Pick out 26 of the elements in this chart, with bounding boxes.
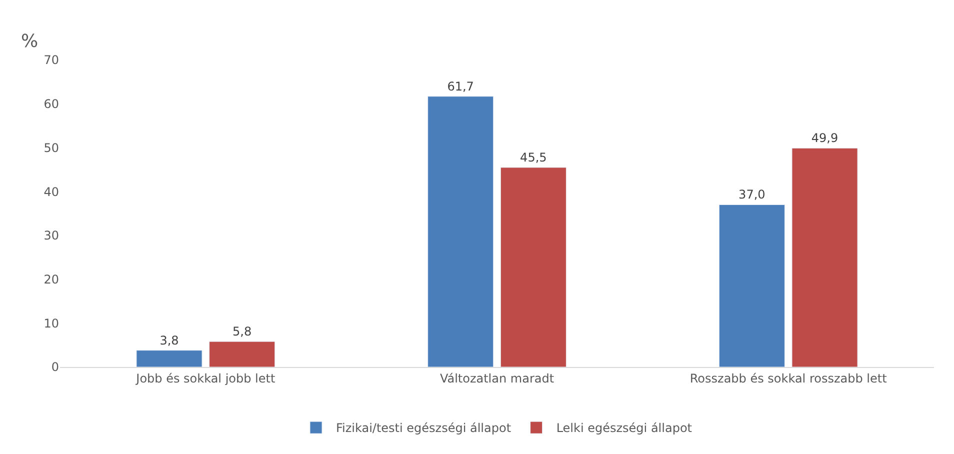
y-axis-title: %	[21, 31, 38, 52]
bar	[428, 96, 494, 367]
data-label: 5,8	[232, 324, 252, 339]
y-tick-label: 50	[44, 140, 59, 155]
data-label: 49,9	[811, 131, 838, 146]
y-tick-label: 20	[44, 272, 59, 286]
data-label: 45,5	[520, 150, 547, 164]
bar	[136, 350, 202, 367]
x-tick-label: Rosszabb és sokkal rosszabb lett	[690, 371, 888, 386]
y-tick-label: 30	[44, 228, 59, 243]
y-tick-label: 40	[44, 184, 59, 199]
y-tick-label: 70	[44, 53, 59, 68]
y-tick-label: 10	[44, 316, 59, 330]
bar	[500, 167, 566, 367]
y-tick-label: 60	[44, 97, 59, 112]
bar	[209, 341, 276, 367]
data-label: 61,7	[447, 79, 474, 94]
data-label: 3,8	[160, 333, 179, 348]
x-tick-label: Jobb és sokkal jobb lett	[135, 371, 276, 386]
y-tick-label: 0	[51, 360, 59, 374]
legend-label: Fizikai/testi egészségi állapot	[336, 421, 512, 436]
legend-label: Lelki egészségi állapot	[556, 421, 692, 436]
data-label: 37,0	[738, 188, 766, 202]
bar	[792, 148, 858, 367]
x-tick-label: Változatlan maradt	[440, 371, 554, 386]
bar	[718, 204, 785, 367]
